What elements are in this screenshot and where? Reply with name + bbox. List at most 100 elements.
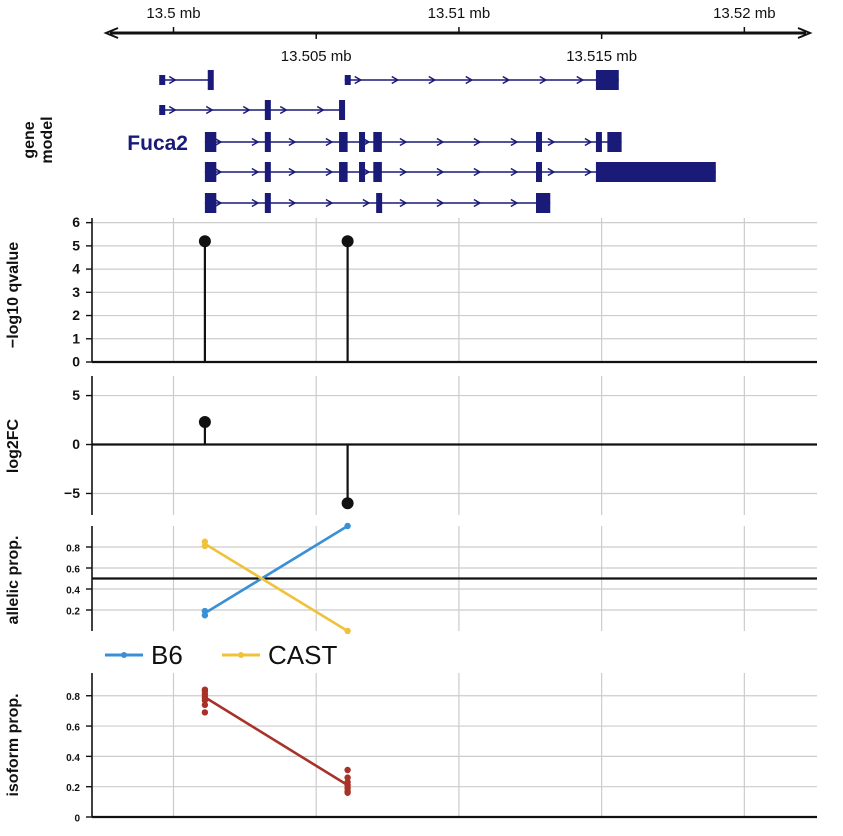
axis-arrow-left — [103, 27, 119, 39]
qvalue-ytick-label: 2 — [72, 307, 80, 323]
exon-block — [264, 193, 271, 213]
strand-arrow — [510, 137, 519, 147]
allelic-point-B6 — [201, 607, 209, 615]
strand-arrow — [251, 198, 260, 208]
strand-arrow — [168, 105, 177, 115]
legend-label-B6: B6 — [151, 640, 183, 670]
bottom-tick-label: 13.505 mb — [281, 48, 352, 65]
isoform-point — [201, 701, 209, 709]
qvalue-ytick-label: 3 — [72, 284, 80, 300]
strand-arrow — [391, 75, 400, 85]
strand-arrow — [465, 75, 474, 85]
legend-swatch-dot-B6 — [121, 652, 127, 658]
exon-block — [595, 132, 602, 152]
top-tick-label: 13.52 mb — [713, 5, 776, 22]
qvalue-ytick-label: 0 — [72, 354, 80, 370]
strand-arrow — [288, 198, 297, 208]
qvalue-ylabel: −log10 qvalue — [5, 242, 22, 348]
gene-model-ylabel-line: gene — [21, 121, 38, 158]
strand-arrow — [288, 167, 297, 177]
allelic-ytick-label: 0.6 — [66, 565, 80, 576]
qvalue-ytick-label: 5 — [72, 237, 80, 253]
strand-arrow — [168, 75, 177, 85]
allelic-point-B6 — [344, 522, 351, 530]
qvalue-point — [198, 235, 211, 248]
allelic-ytick-label: 0.2 — [66, 607, 80, 618]
qvalue-ytick-label: 6 — [72, 214, 80, 230]
exon-block — [204, 193, 217, 213]
isoform-ytick-label: 0 — [74, 814, 80, 825]
strand-arrow — [288, 137, 297, 147]
exon-block — [159, 75, 166, 85]
exon-block — [339, 100, 346, 120]
strand-arrow — [510, 167, 519, 177]
log2fc-ytick-label: 0 — [72, 436, 80, 452]
isoform-ylabel: isoform prop. — [5, 693, 22, 796]
allelic-ylabel: allelic prop. — [5, 536, 22, 625]
isoform-point — [201, 709, 209, 716]
strand-arrow — [214, 137, 223, 147]
gene-name-label: Fuca2 — [127, 132, 188, 155]
strand-arrow — [251, 137, 260, 147]
exon-block — [204, 132, 217, 152]
strand-arrow — [584, 137, 593, 147]
exon-block — [339, 132, 348, 152]
allelic-ytick-label: 0.8 — [66, 544, 80, 555]
gene-model-ylabel: genemodel — [21, 116, 56, 163]
strand-arrow — [436, 137, 445, 147]
strand-arrow — [214, 167, 223, 177]
strand-arrow — [547, 137, 556, 147]
log2fc-point — [198, 416, 211, 429]
exon-block — [604, 162, 716, 182]
exon-block — [344, 75, 351, 85]
isoform-point — [344, 766, 351, 774]
allelic-ytick-label: 0.4 — [66, 586, 80, 597]
strand-arrow — [325, 167, 334, 177]
isoform-ytick-label: 0.2 — [66, 783, 80, 794]
strand-arrow — [362, 198, 371, 208]
strand-arrow — [399, 167, 408, 177]
qvalue-ytick-label: 1 — [72, 330, 80, 346]
strand-arrow — [214, 198, 223, 208]
exon-block — [207, 70, 214, 90]
exon-block — [373, 132, 382, 152]
strand-arrow — [584, 167, 593, 177]
isoform-point — [201, 686, 209, 693]
strand-arrow — [325, 198, 334, 208]
allelic-point-CAST — [201, 538, 209, 545]
strand-arrow — [279, 105, 288, 115]
strand-arrow — [473, 137, 482, 147]
strand-arrow — [399, 137, 408, 147]
axis-arrow-right — [797, 27, 813, 39]
strand-arrow — [473, 167, 482, 177]
allelic-line-CAST — [204, 542, 349, 633]
exon-block — [376, 193, 383, 213]
strand-arrow — [436, 198, 445, 208]
strand-arrow — [399, 198, 408, 208]
allelic-point-CAST — [344, 627, 351, 635]
bottom-tick-label: 13.515 mb — [566, 48, 637, 65]
exon-block — [264, 100, 271, 120]
exon-block — [595, 162, 605, 182]
exon-block — [359, 162, 366, 182]
exon-block — [373, 162, 382, 182]
strand-arrow — [316, 105, 325, 115]
strand-arrow — [576, 75, 585, 85]
marks-layer: 13.5 mb 13.51 mb 13.52 mb 13.505 mb 13.515 m… — [5, 5, 817, 825]
top-tick-label: 13.5 mb — [146, 5, 200, 22]
legend-swatch-dot-CAST — [238, 652, 244, 658]
log2fc-ytick-label: 5 — [72, 387, 80, 403]
exon-block — [535, 193, 551, 213]
exon-block — [595, 70, 619, 90]
isoform-ytick-label: 0.4 — [66, 753, 80, 764]
qvalue-ytick-label: 4 — [72, 261, 80, 277]
exon-block — [607, 132, 622, 152]
strand-arrow — [242, 105, 251, 115]
exon-block — [264, 162, 271, 182]
strand-arrow — [510, 198, 519, 208]
grid-layer — [93, 218, 817, 817]
qvalue-point — [341, 235, 354, 248]
isoform-line — [204, 696, 349, 787]
top-tick-label: 13.51 mb — [428, 5, 491, 22]
